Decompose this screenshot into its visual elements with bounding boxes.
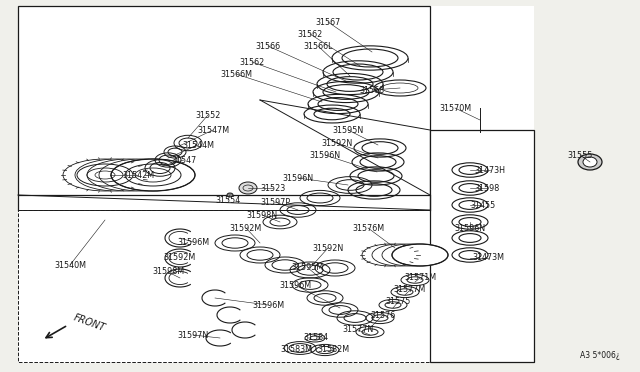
Text: 31598: 31598 <box>474 183 500 192</box>
Text: FRONT: FRONT <box>72 312 107 333</box>
Text: 31597N: 31597N <box>177 330 209 340</box>
Bar <box>430 130 534 362</box>
Text: 31540M: 31540M <box>54 260 86 269</box>
Text: A3 5*006¿: A3 5*006¿ <box>580 351 620 360</box>
Text: 31555: 31555 <box>567 151 593 160</box>
Text: 31592M: 31592M <box>230 224 262 232</box>
Text: 31455: 31455 <box>470 201 495 209</box>
Text: 31595N: 31595N <box>332 125 364 135</box>
Text: 31584: 31584 <box>303 333 328 341</box>
Ellipse shape <box>111 159 195 191</box>
Text: 31596N: 31596N <box>282 173 314 183</box>
Text: 31575: 31575 <box>385 298 411 307</box>
Text: 31576: 31576 <box>371 311 396 320</box>
Text: 31562: 31562 <box>298 29 323 38</box>
Text: 31570M: 31570M <box>439 103 471 112</box>
Text: 31582M: 31582M <box>317 346 349 355</box>
Bar <box>18 6 534 363</box>
Text: 31566L: 31566L <box>303 42 333 51</box>
Text: 31598N: 31598N <box>246 211 278 219</box>
Text: 31577N: 31577N <box>342 326 374 334</box>
Text: 31523: 31523 <box>260 183 285 192</box>
Bar <box>18 6 430 195</box>
Ellipse shape <box>372 244 428 266</box>
Text: 31571M: 31571M <box>404 273 436 282</box>
Ellipse shape <box>75 159 159 191</box>
Ellipse shape <box>382 244 438 266</box>
Ellipse shape <box>87 159 171 191</box>
Text: 31577M: 31577M <box>394 285 426 295</box>
Text: 31596N: 31596N <box>454 224 486 232</box>
Ellipse shape <box>227 193 233 197</box>
Text: 31596M: 31596M <box>279 280 311 289</box>
Text: 31566: 31566 <box>255 42 280 51</box>
Text: 31567: 31567 <box>316 17 340 26</box>
Text: 31592M: 31592M <box>164 253 196 263</box>
Text: 31595M: 31595M <box>292 263 324 273</box>
Text: 31547M: 31547M <box>197 125 229 135</box>
Text: 31596M: 31596M <box>177 237 209 247</box>
Text: 31554: 31554 <box>216 196 241 205</box>
Text: 31597P: 31597P <box>260 198 290 206</box>
Text: 31583M: 31583M <box>280 346 312 355</box>
Text: 31547: 31547 <box>172 155 196 164</box>
Text: 31568: 31568 <box>360 86 385 94</box>
Text: 31552: 31552 <box>195 110 221 119</box>
Ellipse shape <box>239 182 257 194</box>
Ellipse shape <box>583 157 597 167</box>
Ellipse shape <box>63 159 147 191</box>
Text: 31473H: 31473H <box>474 166 506 174</box>
Text: 31592N: 31592N <box>312 244 344 253</box>
Text: 31596M: 31596M <box>252 301 284 310</box>
Bar <box>18 210 534 362</box>
Text: 31566M: 31566M <box>220 70 252 78</box>
Text: 31562: 31562 <box>239 58 264 67</box>
Text: 31592N: 31592N <box>321 138 353 148</box>
Text: 31473M: 31473M <box>472 253 504 263</box>
Text: 31544M: 31544M <box>182 141 214 150</box>
Text: 31598M: 31598M <box>152 267 184 276</box>
Text: 31596N: 31596N <box>309 151 340 160</box>
Ellipse shape <box>362 244 418 266</box>
Text: 31576M: 31576M <box>352 224 384 232</box>
Ellipse shape <box>99 159 183 191</box>
Text: 31542M: 31542M <box>122 170 154 180</box>
Ellipse shape <box>578 154 602 170</box>
Ellipse shape <box>392 244 448 266</box>
